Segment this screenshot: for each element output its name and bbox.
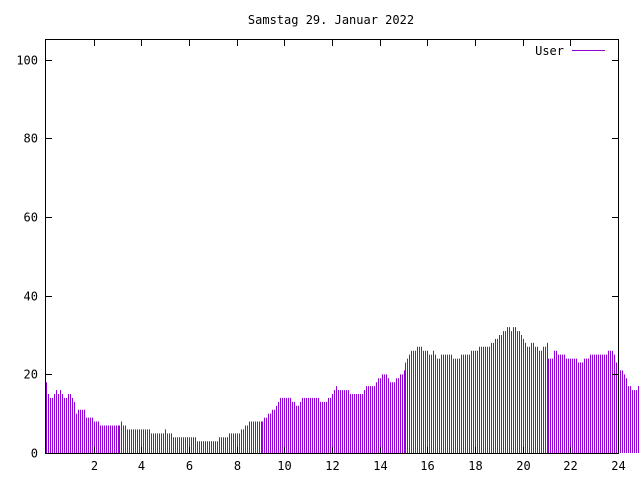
x-tick-label: 14 — [373, 459, 387, 473]
chart-title: Samstag 29. Januar 2022 — [248, 13, 414, 27]
x-axis-tick-labels: 2 4 6 8 10 12 14 16 18 20 22 24 — [91, 459, 626, 473]
axis-ticks — [46, 40, 619, 454]
y-tick-label: 0 — [31, 447, 38, 461]
x-tick-label: 2 — [91, 459, 98, 473]
x-tick-label: 10 — [277, 459, 291, 473]
y-tick-label: 60 — [24, 211, 38, 225]
legend-label-user: User — [535, 44, 564, 58]
y-tick-label: 20 — [24, 368, 38, 382]
y-axis-tick-labels: 0 20 40 60 80 100 — [16, 54, 38, 461]
y-tick-label: 40 — [24, 290, 38, 304]
x-tick-label: 4 — [138, 459, 145, 473]
x-tick-label: 22 — [563, 459, 577, 473]
x-tick-label: 12 — [325, 459, 339, 473]
x-tick-label: 16 — [420, 459, 434, 473]
bar-series-user — [46, 327, 639, 453]
x-tick-label: 8 — [234, 459, 241, 473]
legend: User — [535, 44, 605, 58]
x-tick-label: 18 — [468, 459, 482, 473]
y-tick-label: 80 — [24, 132, 38, 146]
y-tick-label: 100 — [16, 54, 38, 68]
x-tick-label: 20 — [516, 459, 530, 473]
x-tick-label: 6 — [186, 459, 193, 473]
plot-frame — [45, 39, 619, 454]
x-tick-label: 24 — [611, 459, 625, 473]
